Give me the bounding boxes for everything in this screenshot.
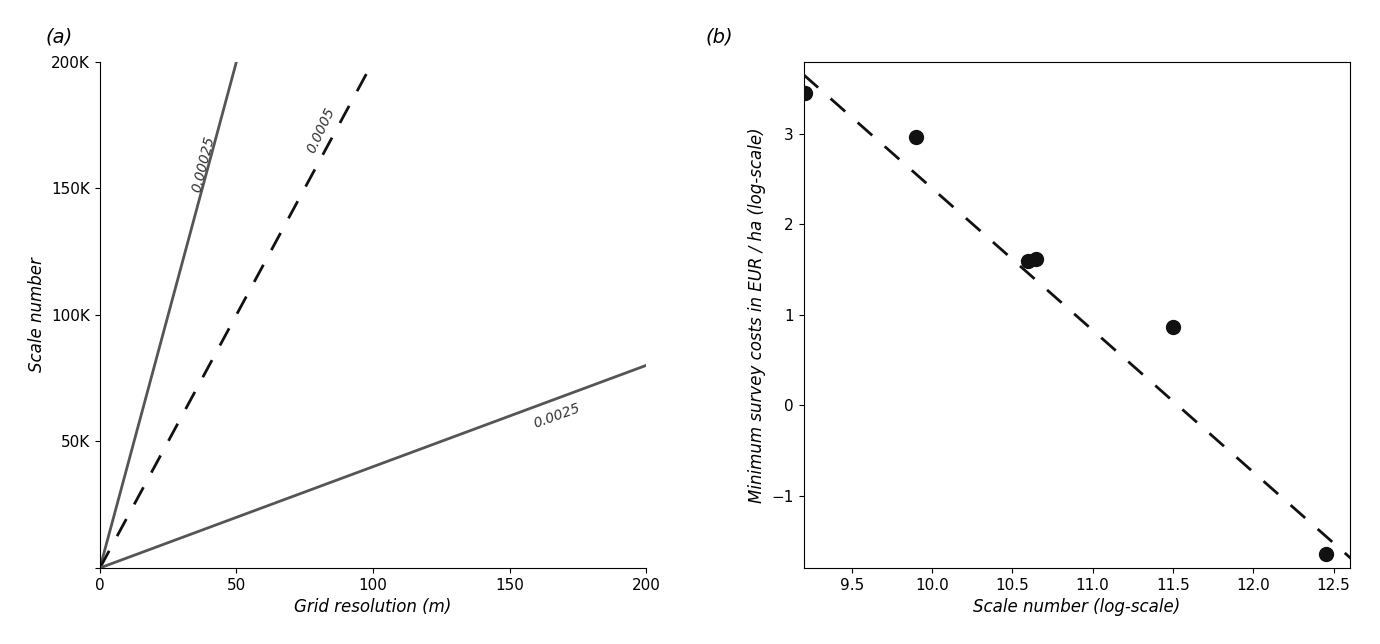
Text: (b): (b) [705, 28, 733, 46]
Y-axis label: Scale number: Scale number [28, 258, 46, 372]
Point [905, 131, 927, 142]
Point [793, 88, 816, 99]
Text: 0.0005: 0.0005 [305, 105, 338, 155]
Text: (a): (a) [46, 28, 73, 46]
Point [1017, 256, 1039, 266]
Y-axis label: Minimum survey costs in EUR / ha (log-scale): Minimum survey costs in EUR / ha (log-sc… [748, 127, 766, 502]
X-axis label: Scale number (log-scale): Scale number (log-scale) [973, 598, 1180, 616]
Point [1162, 321, 1184, 332]
Text: 0.0025: 0.0025 [531, 401, 582, 431]
X-axis label: Grid resolution (m): Grid resolution (m) [294, 598, 451, 616]
Point [1315, 549, 1337, 560]
Text: 0.00025: 0.00025 [190, 134, 218, 193]
Point [1025, 254, 1047, 264]
